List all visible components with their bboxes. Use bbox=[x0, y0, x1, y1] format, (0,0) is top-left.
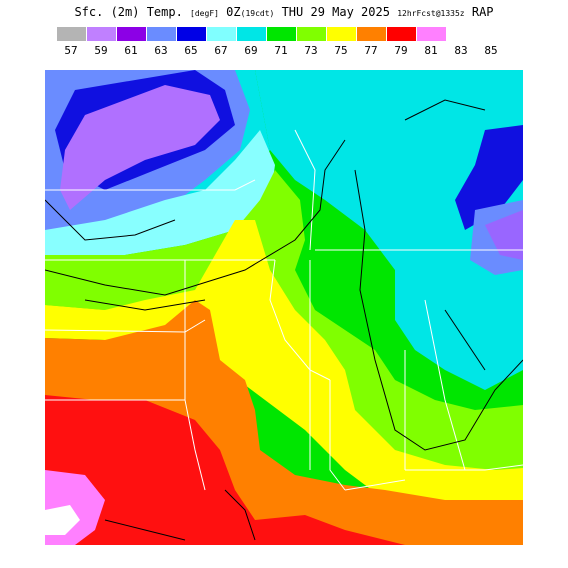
purple-region-east bbox=[485, 210, 523, 260]
legend-label: 67 bbox=[214, 44, 228, 57]
contour-lines bbox=[45, 99, 523, 541]
legend-swatch bbox=[387, 27, 416, 41]
map-title: Sfc. (2m) Temp. [degF] 0Z(19cdt) THU 29 … bbox=[0, 5, 568, 19]
legend-label: 73 bbox=[304, 44, 318, 57]
legend-label: 83 bbox=[454, 44, 468, 57]
title-forecast: 12hrFcst@1335z bbox=[397, 9, 465, 18]
legend-swatch bbox=[417, 27, 446, 41]
temperature-field bbox=[45, 70, 523, 545]
title-main: Sfc. (2m) Temp. bbox=[74, 5, 191, 19]
legend-label: 85 bbox=[484, 44, 498, 57]
legend-label: 69 bbox=[244, 44, 258, 57]
legend-swatch bbox=[267, 27, 296, 41]
title-unit: [degF] bbox=[190, 9, 219, 18]
legend-label: 71 bbox=[274, 44, 288, 57]
state-borders bbox=[45, 129, 523, 491]
cyan-region bbox=[255, 70, 523, 390]
legend-swatch bbox=[297, 27, 326, 41]
legend-swatch bbox=[87, 27, 116, 41]
legend-swatch bbox=[357, 27, 386, 41]
blue-region-east bbox=[455, 125, 523, 230]
legend-swatch bbox=[117, 27, 146, 41]
legend-label: 63 bbox=[154, 44, 168, 57]
legend-label: 79 bbox=[394, 44, 408, 57]
legend-swatch bbox=[237, 27, 266, 41]
red-region bbox=[45, 395, 405, 545]
legend-label: 65 bbox=[184, 44, 198, 57]
temperature-map bbox=[45, 70, 523, 545]
legend-swatch bbox=[327, 27, 356, 41]
legend-label: 57 bbox=[64, 44, 78, 57]
color-legend bbox=[57, 27, 507, 41]
legend-swatch bbox=[207, 27, 236, 41]
legend-label: 81 bbox=[424, 44, 438, 57]
purple-region bbox=[60, 85, 220, 210]
yellow-region bbox=[45, 220, 523, 510]
legend-label: 75 bbox=[334, 44, 348, 57]
legend-swatch bbox=[477, 27, 506, 41]
legend-label: 77 bbox=[364, 44, 378, 57]
legend-labels: 57 59 61 63 65 67 69 71 73 75 77 79 81 83 85 bbox=[57, 44, 537, 58]
legend-swatch bbox=[177, 27, 206, 41]
legend-label: 61 bbox=[124, 44, 138, 57]
legend-swatch bbox=[147, 27, 176, 41]
light-cyan-region bbox=[45, 130, 275, 255]
legend-swatch bbox=[57, 27, 86, 41]
title-date: THU 29 May 2025 bbox=[274, 5, 398, 19]
legend-label: 59 bbox=[94, 44, 108, 57]
title-model: RAP bbox=[464, 5, 494, 19]
white-region bbox=[45, 505, 80, 535]
legend-swatch bbox=[447, 27, 476, 41]
title-local-time: (19cdt) bbox=[240, 9, 275, 18]
title-time: 0Z bbox=[218, 5, 241, 19]
